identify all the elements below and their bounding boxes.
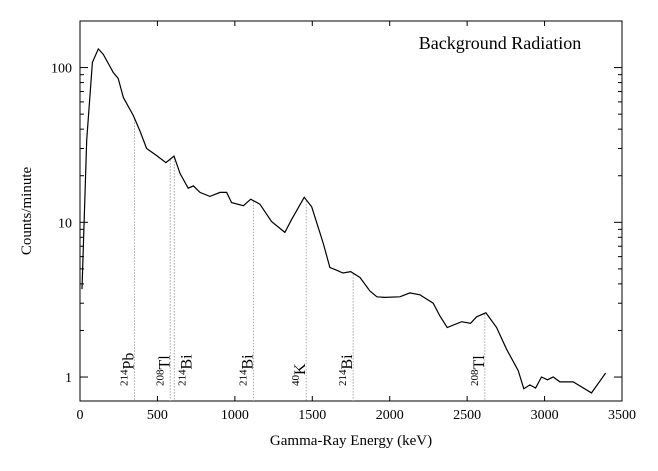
x-tick-label: 0 xyxy=(77,408,84,423)
x-tick-label: 3000 xyxy=(531,408,559,423)
isotope-label: 214Pb xyxy=(119,353,138,386)
x-tick-label: 500 xyxy=(147,408,168,423)
isotope-mass: 40 xyxy=(290,375,302,387)
isotope-label: 214Bi xyxy=(176,354,195,386)
isotope-element: Bi xyxy=(239,354,256,370)
isotope-label: 40K xyxy=(290,363,309,386)
isotope-label: 208Tl xyxy=(469,355,488,386)
isotope-mass: 208 xyxy=(154,369,166,386)
x-tick-label: 1000 xyxy=(221,408,249,423)
x-tick-label: 2000 xyxy=(376,408,404,423)
chart-title: Background Radiation xyxy=(419,33,581,53)
isotope-element: K xyxy=(292,363,309,375)
x-tick-label: 1500 xyxy=(298,408,326,423)
plot-frame xyxy=(79,20,623,402)
isotope-mass: 208 xyxy=(469,369,481,386)
isotope-mass: 214 xyxy=(119,369,131,386)
isotope-element: Bi xyxy=(339,354,356,370)
isotope-element: Bi xyxy=(178,354,195,370)
isotope-element: Pb xyxy=(121,353,138,370)
isotope-label: 214Bi xyxy=(237,354,256,386)
spectrum-line xyxy=(81,47,607,394)
isotope-mass: 214 xyxy=(237,369,249,386)
isotope-label: 208Tl xyxy=(154,355,173,386)
y-tick-label: 100 xyxy=(51,62,72,77)
isotope-label: 214Bi xyxy=(337,354,356,386)
axis-ticks: 0 500 1000 1500 2000 2500 3000 3500 1 10 100 xyxy=(51,20,636,423)
x-axis-label: Gamma-Ray Energy (keV) xyxy=(270,433,432,449)
isotope-mass: 214 xyxy=(176,369,188,386)
x-tick-label: 2500 xyxy=(453,408,481,423)
x-tick-label: 3500 xyxy=(608,408,636,423)
y-tick-label: 1 xyxy=(65,371,72,386)
y-tick-label: 10 xyxy=(58,216,72,231)
isotope-mass: 214 xyxy=(337,369,349,386)
isotope-element: Tl xyxy=(156,355,173,370)
isotope-element: Tl xyxy=(471,355,488,370)
y-axis-label: Counts/minute xyxy=(19,166,35,255)
